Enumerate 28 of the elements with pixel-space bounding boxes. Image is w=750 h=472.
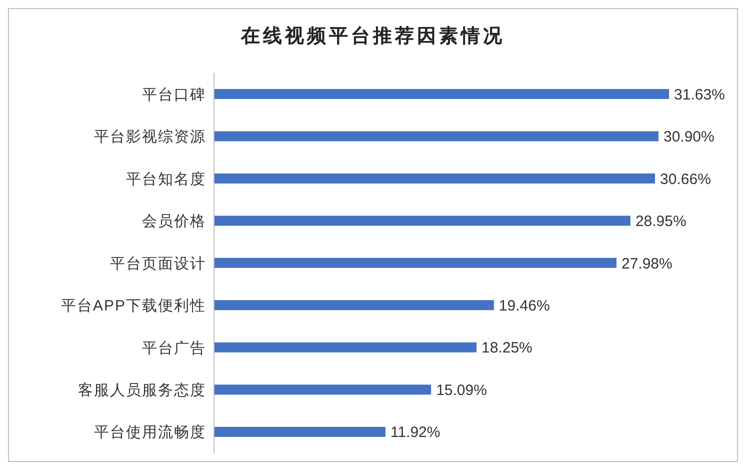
y-tick-label: 平台口碑: [142, 86, 206, 104]
y-tick-label: 平台使用流畅度: [94, 424, 206, 442]
y-tick-label: 平台知名度: [126, 170, 206, 188]
bar: [214, 300, 494, 310]
data-label: 18.25%: [482, 340, 532, 357]
y-tick-label: 平台广告: [142, 340, 206, 357]
bar: [214, 216, 630, 226]
y-tick-label: 会员价格: [142, 213, 206, 230]
y-tick-label: 平台影视综资源: [94, 128, 206, 146]
y-tick-label: 客服人员服务态度: [78, 382, 206, 399]
bar: [214, 342, 477, 352]
data-label: 28.95%: [635, 213, 686, 230]
data-label: 31.63%: [674, 86, 725, 104]
data-label: 15.09%: [436, 382, 487, 399]
data-label: 19.46%: [498, 297, 550, 314]
y-tick-label: 平台APP下载便利性: [60, 298, 206, 315]
data-label: 30.90%: [664, 128, 714, 146]
data-label: 27.98%: [621, 255, 672, 272]
bar: [214, 384, 432, 395]
data-label: 11.92%: [390, 424, 440, 442]
bar: [214, 426, 386, 437]
bar: [214, 89, 669, 100]
chart-title: 在线视频平台推荐因素情况: [240, 24, 506, 49]
bar: [214, 258, 616, 268]
bar: [214, 131, 658, 142]
y-tick-label: 平台页面设计: [110, 255, 206, 272]
bar: [214, 173, 656, 184]
data-label: 30.66%: [660, 170, 711, 188]
